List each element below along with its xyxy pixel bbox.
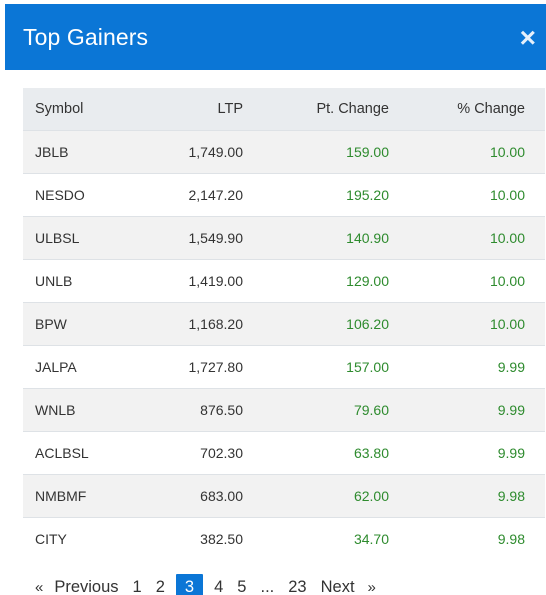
cell-ltp: 683.00 [133, 474, 263, 518]
cell-symbol: ULBSL [23, 216, 133, 260]
page-number-5[interactable]: 5 [237, 578, 247, 595]
cell-pt-change: 63.80 [263, 431, 409, 475]
table-row[interactable]: NESDO 2,147.20 195.20 10.00 [23, 173, 545, 217]
cell-ltp: 382.50 [133, 517, 263, 560]
table-header: Symbol LTP Pt. Change % Change [23, 88, 545, 131]
cell-ltp: 1,549.90 [133, 216, 263, 260]
cell-symbol: NMBMF [23, 474, 133, 518]
cell-pt-change: 62.00 [263, 474, 409, 518]
page-number-2[interactable]: 2 [155, 578, 165, 595]
cell-ltp: 702.30 [133, 431, 263, 475]
cell-symbol: JALPA [23, 345, 133, 389]
table-row[interactable]: BPW 1,168.20 106.20 10.00 [23, 302, 545, 346]
cell-ltp: 1,168.20 [133, 302, 263, 346]
top-gainers-modal: Top Gainers × Symbol LTP Pt. Change % Ch… [5, 4, 546, 595]
next-button[interactable]: Next [320, 578, 355, 595]
modal-header: Top Gainers × [5, 4, 546, 70]
cell-pt-change: 34.70 [263, 517, 409, 560]
gainers-table: Symbol LTP Pt. Change % Change JBLB 1,749… [23, 88, 545, 560]
table-row[interactable]: JALPA 1,727.80 157.00 9.99 [23, 345, 545, 389]
cell-pt-change: 159.00 [263, 130, 409, 174]
cell-pct-change: 9.99 [409, 345, 545, 389]
page-ellipsis: ... [260, 578, 275, 595]
cell-pt-change: 195.20 [263, 173, 409, 217]
header-ltp[interactable]: LTP [133, 88, 263, 131]
cell-ltp: 876.50 [133, 388, 263, 432]
header-pct-change[interactable]: % Change [409, 88, 545, 131]
cell-ltp: 1,749.00 [133, 130, 263, 174]
cell-symbol: UNLB [23, 259, 133, 303]
cell-pct-change: 10.00 [409, 259, 545, 303]
table-row[interactable]: UNLB 1,419.00 129.00 10.00 [23, 259, 545, 303]
cell-symbol: BPW [23, 302, 133, 346]
page-number-list: 1 2 3 4 5... 23 [126, 574, 314, 595]
cell-pt-change: 129.00 [263, 259, 409, 303]
table-row[interactable]: ACLBSL 702.30 63.80 9.99 [23, 431, 545, 475]
cell-symbol: WNLB [23, 388, 133, 432]
close-icon[interactable]: × [519, 22, 536, 53]
table-row[interactable]: WNLB 876.50 79.60 9.99 [23, 388, 545, 432]
cell-ltp: 2,147.20 [133, 173, 263, 217]
cell-pct-change: 10.00 [409, 173, 545, 217]
cell-symbol: ACLBSL [23, 431, 133, 475]
page-number-4[interactable]: 4 [214, 578, 224, 595]
cell-pct-change: 9.98 [409, 517, 545, 560]
cell-symbol: CITY [23, 517, 133, 560]
modal-title: Top Gainers [23, 23, 149, 50]
cell-pct-change: 10.00 [409, 130, 545, 174]
cell-symbol: JBLB [23, 130, 133, 174]
cell-ltp: 1,727.80 [133, 345, 263, 389]
cell-pct-change: 9.99 [409, 431, 545, 475]
table-row[interactable]: CITY 382.50 34.70 9.98 [23, 517, 545, 560]
cell-pt-change: 79.60 [263, 388, 409, 432]
header-symbol[interactable]: Symbol [23, 88, 133, 131]
page-number-23[interactable]: 23 [288, 578, 307, 595]
cell-pct-change: 9.99 [409, 388, 545, 432]
page-number-1[interactable]: 1 [132, 578, 142, 595]
cell-symbol: NESDO [23, 173, 133, 217]
cell-pt-change: 157.00 [263, 345, 409, 389]
gainers-table-wrapper: Symbol LTP Pt. Change % Change JBLB 1,749… [23, 88, 545, 560]
previous-button[interactable]: Previous [54, 578, 119, 595]
table-row[interactable]: NMBMF 683.00 62.00 9.98 [23, 474, 545, 518]
cell-pt-change: 140.90 [263, 216, 409, 260]
cell-pct-change: 10.00 [409, 216, 545, 260]
cell-pct-change: 9.98 [409, 474, 545, 518]
table-row[interactable]: ULBSL 1,549.90 140.90 10.00 [23, 216, 545, 260]
cell-ltp: 1,419.00 [133, 259, 263, 303]
table-row[interactable]: JBLB 1,749.00 159.00 10.00 [23, 130, 545, 174]
page-number-3[interactable]: 3 [175, 574, 204, 595]
header-pt-change[interactable]: Pt. Change [263, 88, 409, 131]
cell-pt-change: 106.20 [263, 302, 409, 346]
table-body: JBLB 1,749.00 159.00 10.00 NESDO 2,147.20 195.… [23, 130, 545, 560]
cell-pct-change: 10.00 [409, 302, 545, 346]
next-arrow-icon[interactable]: » [367, 578, 376, 595]
pagination: « Previous 1 2 3 4 5... 23 Next » [29, 574, 380, 595]
previous-arrow-icon[interactable]: « [35, 578, 44, 595]
